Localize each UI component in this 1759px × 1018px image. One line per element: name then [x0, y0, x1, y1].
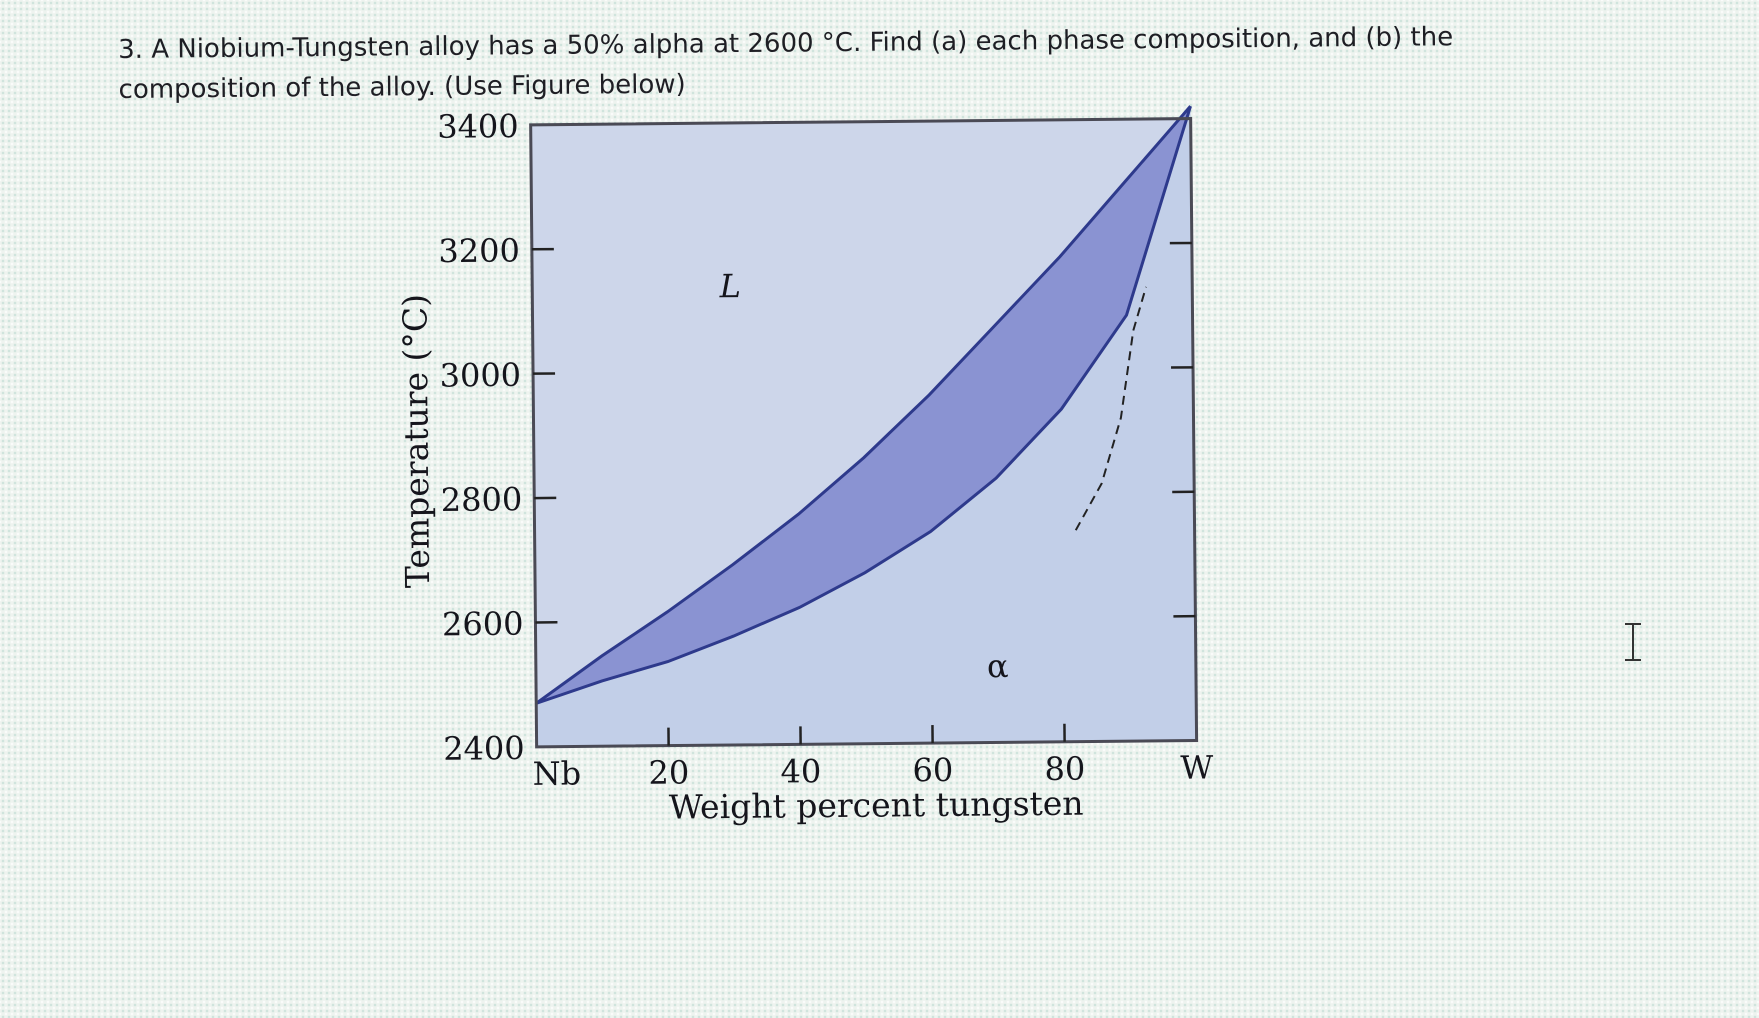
x-tick-label: 40 [780, 752, 821, 790]
region-label: L [718, 267, 741, 305]
phase-boundary-3 [1074, 286, 1148, 531]
y-tick-label: 3000 [439, 356, 521, 395]
y-tick-label: 3200 [438, 231, 520, 270]
x-tick-label: 80 [1044, 750, 1085, 788]
x-tick-label: 20 [648, 753, 689, 791]
two-phase-region [536, 106, 1191, 704]
phase-boundary-1 [535, 105, 1192, 705]
alpha-region [536, 106, 1197, 747]
liquid-region [530, 106, 1191, 704]
phase-boundary-2 [535, 105, 1192, 705]
region-labels: Lα [718, 267, 1009, 685]
y-tick-labels: 3400 3200 3000 2800 2600 2400 [437, 107, 525, 768]
region-label: α [987, 647, 1009, 685]
phase-regions [530, 106, 1197, 747]
phase-boundaries [535, 105, 1192, 705]
x-tick-label: W [1180, 748, 1213, 786]
x-tick-labels: Nb 20 40 60 80 W [532, 748, 1213, 793]
text-cursor-icon [1625, 623, 1641, 661]
y-tick-label: 2800 [441, 480, 523, 519]
plot-frame [529, 117, 1199, 749]
axis-ticks [531, 241, 1196, 746]
y-tick-label: 2600 [442, 605, 524, 644]
x-axis-label: Weight percent tungsten [669, 784, 1084, 827]
y-tick-label: 3400 [437, 107, 519, 146]
x-tick-label: 60 [912, 751, 953, 789]
x-tick-label: Nb [532, 754, 581, 792]
y-tick-label: 2400 [443, 729, 525, 768]
y-axis-label: Temperature (°C) [395, 294, 437, 589]
